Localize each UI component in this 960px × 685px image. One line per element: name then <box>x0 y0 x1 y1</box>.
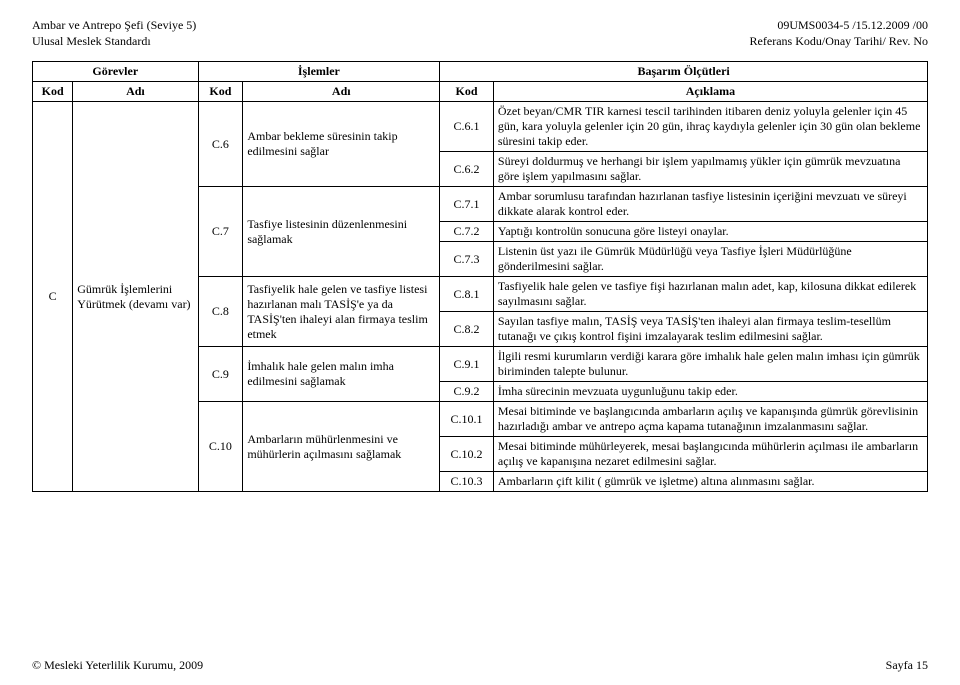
page-footer: © Mesleki Yeterlilik Kurumu, 2009 Sayfa … <box>32 658 928 673</box>
islem-kod: C.9 <box>198 347 243 402</box>
basarim-aciklama: Özet beyan/CMR TIR karnesi tescil tarihi… <box>493 102 927 152</box>
col-kod: Kod <box>33 82 73 102</box>
header-left: Ambar ve Antrepo Şefi (Seviye 5) Ulusal … <box>32 18 196 49</box>
header-row-1: Görevler İşlemler Başarım Ölçütleri <box>33 62 928 82</box>
basarim-kod: C.7.2 <box>440 222 494 242</box>
basarim-kod: C.7.3 <box>440 242 494 277</box>
islem-kod: C.10 <box>198 402 243 492</box>
basarim-aciklama: Ambarların çift kilit ( gümrük ve işletm… <box>493 472 927 492</box>
basarim-aciklama: Süreyi doldurmuş ve herhangi bir işlem y… <box>493 152 927 187</box>
basarim-kod: C.8.2 <box>440 312 494 347</box>
col-gorevler: Görevler <box>33 62 199 82</box>
basarim-kod: C.9.1 <box>440 347 494 382</box>
footer-left: © Mesleki Yeterlilik Kurumu, 2009 <box>32 658 203 673</box>
islem-adi: İmhalık hale gelen malın imha edilmesini… <box>243 347 440 402</box>
basarim-kod: C.7.1 <box>440 187 494 222</box>
basarim-kod: C.10.1 <box>440 402 494 437</box>
col-adi: Adı <box>243 82 440 102</box>
col-kod: Kod <box>198 82 243 102</box>
basarim-kod: C.10.2 <box>440 437 494 472</box>
basarim-aciklama: Ambar sorumlusu tarafından hazırlanan ta… <box>493 187 927 222</box>
col-islemler: İşlemler <box>198 62 440 82</box>
islem-kod: C.6 <box>198 102 243 187</box>
standards-table: Görevler İşlemler Başarım Ölçütleri Kod … <box>32 61 928 492</box>
header-right: 09UMS0034-5 /15.12.2009 /00 Referans Kod… <box>750 18 928 49</box>
islem-adi: Tasfiye listesinin düzenlenmesini sağlam… <box>243 187 440 277</box>
basarim-aciklama: İmha sürecinin mevzuata uygunluğunu taki… <box>493 382 927 402</box>
islem-adi: Ambar bekleme süresinin takip edilmesini… <box>243 102 440 187</box>
basarim-kod: C.9.2 <box>440 382 494 402</box>
gorev-adi: Gümrük İşlemlerini Yürütmek (devamı var) <box>73 102 198 492</box>
basarim-aciklama: İlgili resmi kurumların verdiği karara g… <box>493 347 927 382</box>
basarim-kod: C.6.1 <box>440 102 494 152</box>
table-row: C Gümrük İşlemlerini Yürütmek (devamı va… <box>33 102 928 152</box>
page-header: Ambar ve Antrepo Şefi (Seviye 5) Ulusal … <box>32 18 928 49</box>
basarim-aciklama: Mesai bitiminde ve başlangıcında ambarla… <box>493 402 927 437</box>
basarim-aciklama: Sayılan tasfiye malın, TASİŞ veya TASİŞ'… <box>493 312 927 347</box>
col-basarim: Başarım Ölçütleri <box>440 62 928 82</box>
islem-adi: Tasfiyelik hale gelen ve tasfiye listesi… <box>243 277 440 347</box>
col-kod: Kod <box>440 82 494 102</box>
col-adi: Adı <box>73 82 198 102</box>
basarim-aciklama: Tasfiyelik hale gelen ve tasfiye fişi ha… <box>493 277 927 312</box>
footer-right: Sayfa 15 <box>886 658 928 673</box>
basarim-aciklama: Listenin üst yazı ile Gümrük Müdürlüğü v… <box>493 242 927 277</box>
basarim-kod: C.6.2 <box>440 152 494 187</box>
islem-kod: C.8 <box>198 277 243 347</box>
basarim-aciklama: Yaptığı kontrolün sonucuna göre listeyi … <box>493 222 927 242</box>
basarim-kod: C.10.3 <box>440 472 494 492</box>
header-row-2: Kod Adı Kod Adı Kod Açıklama <box>33 82 928 102</box>
basarim-kod: C.8.1 <box>440 277 494 312</box>
islem-kod: C.7 <box>198 187 243 277</box>
basarim-aciklama: Mesai bitiminde mühürleyerek, mesai başl… <box>493 437 927 472</box>
islem-adi: Ambarların mühürlenmesini ve mühürlerin … <box>243 402 440 492</box>
gorev-kod: C <box>33 102 73 492</box>
col-aciklama: Açıklama <box>493 82 927 102</box>
